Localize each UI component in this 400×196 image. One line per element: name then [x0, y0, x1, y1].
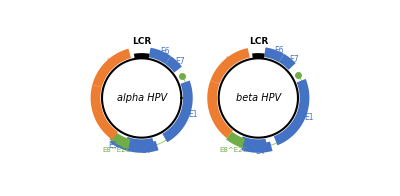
Text: L1: L1 — [106, 58, 115, 67]
Text: L2: L2 — [210, 106, 219, 115]
Text: E2: E2 — [130, 143, 139, 152]
Text: E4: E4 — [255, 147, 265, 156]
Text: E7: E7 — [176, 57, 185, 66]
Text: beta HPV: beta HPV — [236, 93, 281, 103]
Text: E8^E2C: E8^E2C — [103, 147, 131, 153]
Text: E2: E2 — [242, 142, 252, 152]
Text: E8^E2C: E8^E2C — [219, 147, 248, 153]
Text: LCR: LCR — [249, 36, 268, 45]
Text: alpha HPV: alpha HPV — [117, 93, 167, 103]
Text: E7: E7 — [289, 54, 298, 64]
Text: E5: E5 — [108, 141, 118, 150]
Text: L2: L2 — [94, 109, 103, 118]
Text: E6: E6 — [160, 47, 170, 56]
Text: LCR: LCR — [132, 36, 151, 45]
Text: E1: E1 — [304, 113, 313, 122]
Text: L1: L1 — [225, 56, 234, 65]
Text: E4: E4 — [141, 146, 151, 155]
Text: E1: E1 — [188, 110, 198, 119]
Text: E6: E6 — [275, 46, 284, 55]
